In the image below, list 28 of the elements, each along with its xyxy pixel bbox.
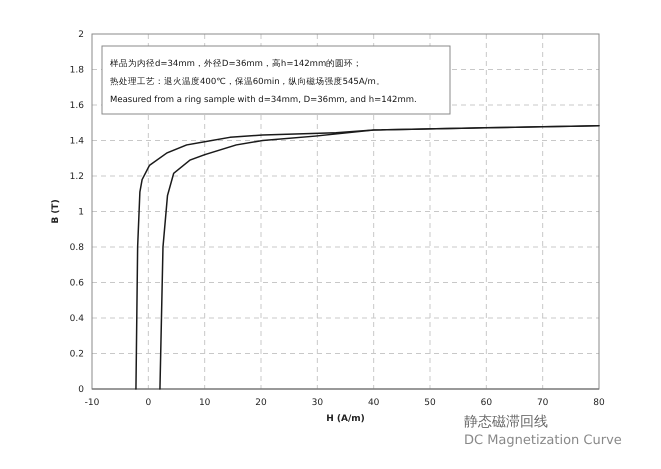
text: 静态磁滞回线 — [464, 414, 548, 430]
y-tick-label: 1.8 — [70, 66, 84, 76]
annotation: Measured from a ring sample with d=34mm, D=36mm, and h=142mm. — [110, 95, 417, 105]
x-tick-label: 0 — [145, 398, 152, 408]
text: DC Magnetization Curve — [464, 433, 622, 448]
y-tick-label: 0.2 — [70, 350, 84, 360]
y-tick-label: 0.4 — [70, 314, 84, 324]
x-tick-label: 60 — [480, 398, 492, 408]
y-axis-title: B (T) — [51, 199, 61, 224]
y-tick-label: 1 — [78, 208, 84, 218]
y-tick-label: 0.8 — [70, 243, 84, 253]
y-tick-label: 0 — [78, 385, 84, 395]
x-tick-label: 80 — [593, 398, 605, 408]
annotation: 样品为内径d=34mm，外径D=36mm，高h=142mm的圆环； — [110, 58, 362, 69]
x-tick-label: 50 — [424, 398, 436, 408]
x-tick-label: 20 — [255, 398, 267, 408]
x-tick-label: 70 — [536, 398, 549, 408]
y-tick-label: 1.6 — [70, 101, 84, 111]
x-tick-label: -10 — [84, 398, 100, 408]
x-tick-label: 10 — [198, 398, 211, 408]
y-tick-label: 2 — [78, 30, 84, 40]
x-axis-title: H (A/m) — [326, 414, 365, 424]
x-tick-label: 30 — [312, 398, 324, 408]
y-tick-label: 0.6 — [70, 278, 84, 288]
y-tick-label: 1.2 — [70, 172, 84, 182]
x-tick-label: 40 — [368, 398, 380, 408]
annotation: 热处理工艺：退火温度400℃，保温60min，纵向磁场强度545A/m。 — [110, 76, 385, 87]
y-tick-label: 1.4 — [70, 136, 84, 146]
